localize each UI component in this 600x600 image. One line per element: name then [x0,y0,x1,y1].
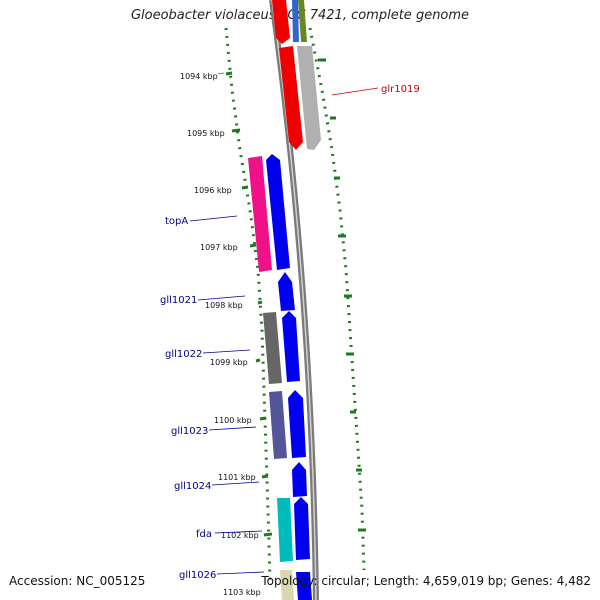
gc-content-track [224,27,366,581]
forward-strand-genes [272,0,321,150]
gene-blue-arrow [292,462,307,497]
gene-topa-arrow [248,156,272,272]
tick-label-1099: 1099 kbp [210,358,248,367]
gc-outer-trace [308,27,366,571]
gene-gll1026-arrow [280,570,294,600]
accession-text: Accession: NC_005125 [9,574,146,588]
gene-label-gll1022: gll1022 [165,349,202,360]
gene-blue-arrow [288,390,306,458]
gene-gll1022-arrow [263,312,282,384]
gene-blue-arrow [282,311,300,382]
gene-blue-arrow [278,272,295,311]
gene-blue-arrow [294,497,310,560]
gene-blue-small [292,0,299,42]
gene-label-fda: fda [196,529,212,540]
gene-blue-arrow [266,154,290,270]
kbp-ticks: 1094 kbp 1095 kbp 1096 kbp 1097 kbp 1098… [180,72,261,597]
gene-glr1019-arrow [279,46,303,150]
tick-label-1100: 1100 kbp [214,416,252,425]
gene-label-topa: topA [165,216,188,227]
tick-label-1101: 1101 kbp [218,473,256,482]
gene-label-gll1023: gll1023 [171,426,208,437]
reverse-strand-genes [248,154,312,600]
gene-label-gll1026: gll1026 [179,570,216,581]
gene-red-arrow [272,0,290,44]
gene-label-gll1021: gll1021 [160,295,197,306]
tick-label-1096: 1096 kbp [194,186,232,195]
gene-green-small [298,0,307,42]
gene-gll1023-arrow [269,391,287,459]
tick-label-1098: 1098 kbp [205,301,243,310]
tick-label-1097: 1097 kbp [200,243,238,252]
genome-summary-text: Topology: circular; Length: 4,659,019 bp… [261,574,591,588]
gene-blue-arrow [296,572,312,600]
gene-label-gll1024: gll1024 [174,481,211,492]
backbone [269,0,319,600]
gene-fda-arrow [277,498,293,562]
tick-label-1102: 1102 kbp [221,531,259,540]
tick-label-1103: 1103 kbp [223,588,261,597]
tick-label-1095: 1095 kbp [187,129,225,138]
tick-label-1094: 1094 kbp [180,72,218,81]
gc-peaks [225,58,366,537]
gene-grey-arrow [297,46,321,150]
gene-labels: glr1019 topA gll1021 gll1022 gll1023 gll… [160,84,420,581]
gene-label-glr1019: glr1019 [381,84,420,95]
